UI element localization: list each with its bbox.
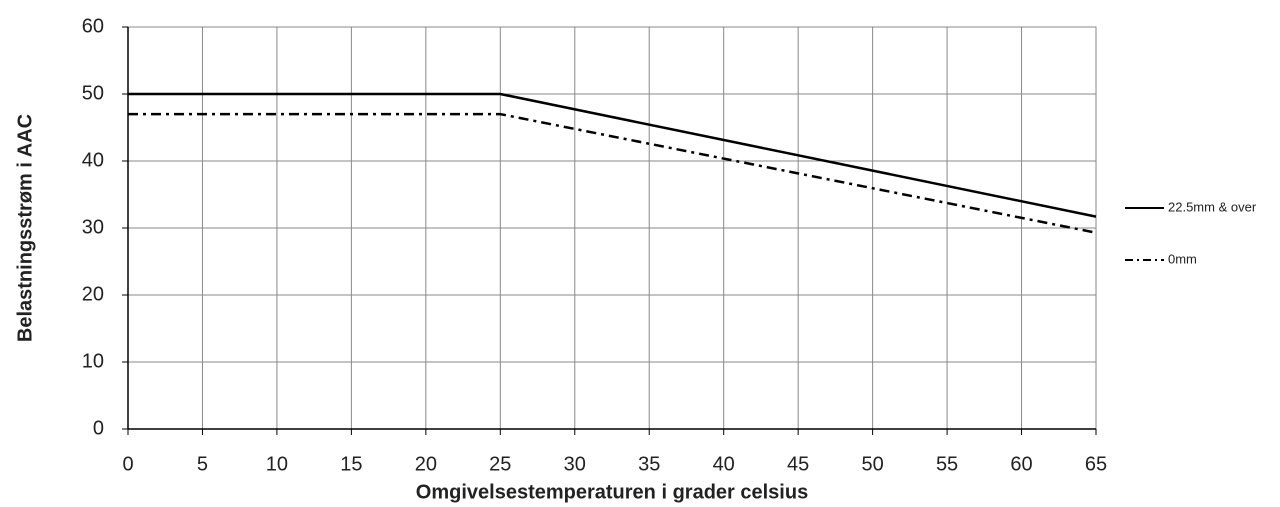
x-tick-label: 5 [197, 453, 208, 475]
y-tick-label: 60 [82, 15, 104, 37]
x-tick-label: 65 [1085, 453, 1107, 475]
x-tick-label: 30 [564, 453, 586, 475]
legend-label: 0mm [1168, 251, 1197, 266]
x-axis-label: Omgivelsestemperaturen i grader celsius [416, 481, 808, 503]
y-axis-label: Belastningsstrøm i AAC [14, 114, 36, 342]
x-tick-label: 0 [122, 453, 133, 475]
x-tick-label: 25 [489, 453, 511, 475]
x-tick-label: 55 [936, 453, 958, 475]
x-tick-label: 35 [638, 453, 660, 475]
y-tick-label: 10 [82, 350, 104, 372]
x-tick-label: 60 [1010, 453, 1032, 475]
x-tick-label: 10 [266, 453, 288, 475]
x-tick-label: 45 [787, 453, 809, 475]
y-tick-label: 50 [82, 82, 104, 104]
series-line [128, 92, 1097, 218]
y-tick-label: 20 [82, 283, 104, 305]
legend-label: 22.5mm & over [1168, 199, 1257, 214]
y-tick-label: 30 [82, 216, 104, 238]
x-tick-label: 20 [415, 453, 437, 475]
x-tick-label: 40 [713, 453, 735, 475]
y-tick-label: 40 [82, 149, 104, 171]
x-tick-label: 50 [861, 453, 883, 475]
y-tick-label: 0 [93, 417, 104, 439]
x-tick-label: 15 [340, 453, 362, 475]
series-line [128, 112, 1097, 234]
